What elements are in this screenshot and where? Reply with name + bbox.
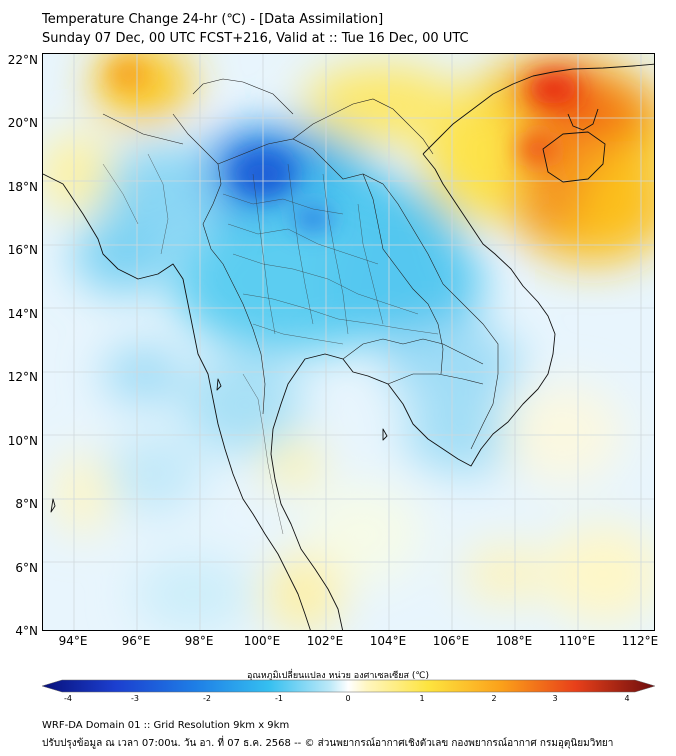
lat-label-18n: 18°N <box>7 180 38 194</box>
lat-label-8n: 8°N <box>15 497 38 511</box>
colorbar-label: อุณหภูมิเปลี่ยนแปลง หน่วย องศาเซลเซียส (… <box>246 671 430 681</box>
province-borders <box>102 153 439 535</box>
lon-label-98e: 98°E <box>184 634 214 648</box>
lat-label-4n: 4°N <box>15 624 38 638</box>
colorbar-tick-minus1: -1 <box>275 694 283 703</box>
colorbar-gradient <box>42 679 655 693</box>
lat-label-22n: 22°N <box>7 53 38 67</box>
lon-label-100e: 100°E <box>243 634 281 648</box>
footer-model-info: WRF-DA Domain 01 :: Grid Resolution 9km … <box>42 720 290 731</box>
colorbar-tick-4: 4 <box>624 694 630 703</box>
temperature-field-detail <box>108 59 578 231</box>
footer-credit: ปรับปรุงข้อมูล ณ เวลา 07:00น. วัน อา. ที… <box>42 738 614 749</box>
lon-label-94e: 94°E <box>58 634 88 648</box>
lat-label-10n: 10°N <box>7 434 38 448</box>
coastlines <box>43 63 654 630</box>
lat-label-6n: 6°N <box>15 561 38 575</box>
map-title: Temperature Change 24-hr (℃) - [Data Ass… <box>42 12 384 27</box>
lat-label-14n: 14°N <box>7 307 38 321</box>
lat-label-20n: 20°N <box>7 116 38 130</box>
lon-label-112e: 112°E <box>621 634 659 648</box>
colorbar-tick-minus2: -2 <box>203 694 211 703</box>
colorbar-tick-minus3: -3 <box>131 694 139 703</box>
temperature-map[interactable] <box>42 53 655 631</box>
colorbar <box>42 679 655 693</box>
lon-label-102e: 102°E <box>306 634 344 648</box>
colorbar-tick-3: 3 <box>552 694 558 703</box>
lon-label-110e: 110°E <box>558 634 596 648</box>
lat-label-12n: 12°N <box>7 370 38 384</box>
colorbar-tick-1: 1 <box>419 694 425 703</box>
colorbar-tick-2: 2 <box>491 694 497 703</box>
country-borders <box>102 78 499 450</box>
lon-label-106e: 106°E <box>432 634 470 648</box>
gridlines <box>43 54 654 630</box>
lon-label-104e: 104°E <box>369 634 407 648</box>
map-canvas <box>43 54 654 630</box>
colorbar-tick-minus4: -4 <box>64 694 72 703</box>
colorbar-tick-0: 0 <box>345 694 351 703</box>
map-subtitle: Sunday 07 Dec, 00 UTC FCST+216, Valid at… <box>42 31 469 46</box>
lon-label-96e: 96°E <box>121 634 151 648</box>
lat-label-16n: 16°N <box>7 243 38 257</box>
lon-label-108e: 108°E <box>495 634 533 648</box>
